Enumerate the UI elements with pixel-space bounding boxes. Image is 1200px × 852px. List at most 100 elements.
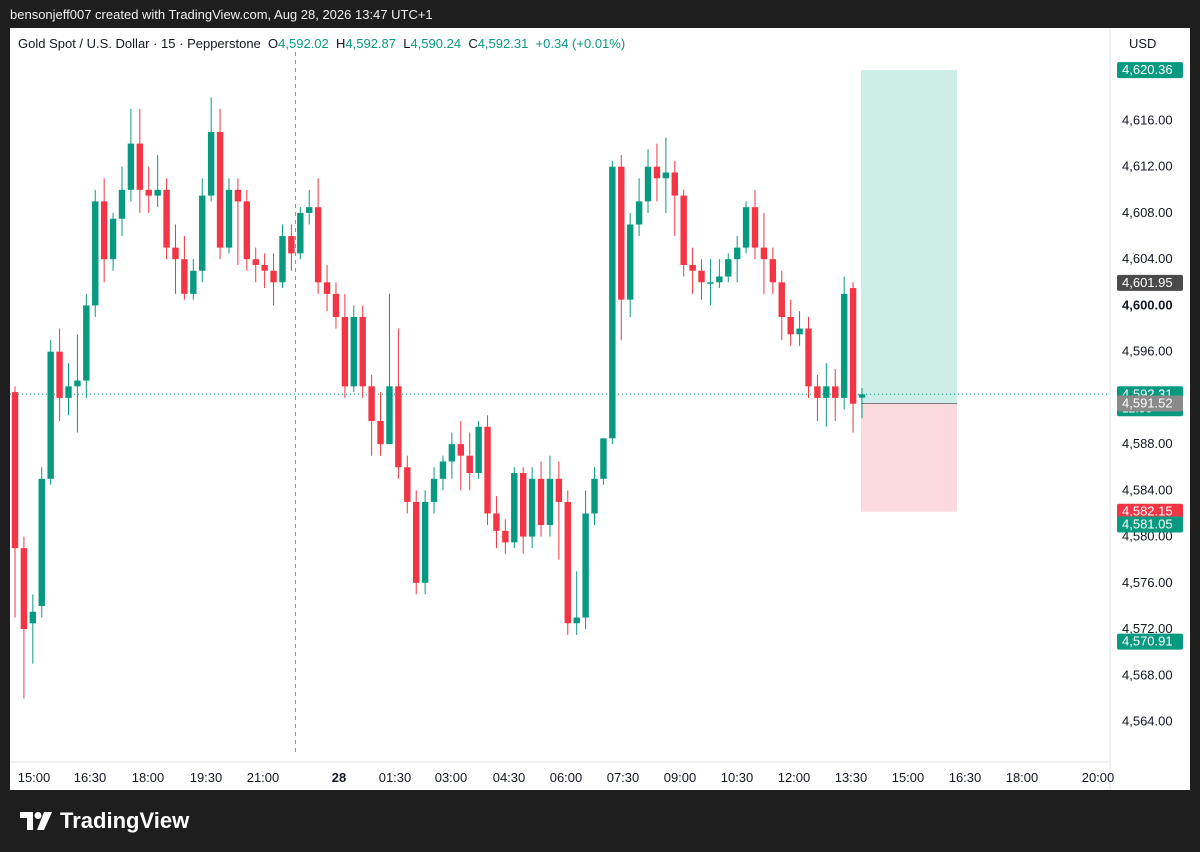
candle-body	[484, 426, 491, 514]
candle-body	[689, 264, 696, 271]
candle-body	[769, 259, 777, 283]
price-label-text: 4,570.91	[1122, 634, 1173, 649]
candle-body	[502, 530, 509, 543]
candle-body	[74, 380, 81, 387]
candle-body	[109, 218, 117, 260]
price-chart[interactable]: 4,564.004,568.004,572.004,576.004,580.00…	[10, 28, 1190, 790]
candle-body	[127, 143, 135, 190]
position-stop-zone	[861, 403, 957, 512]
price-label-box	[1117, 274, 1183, 291]
candle-body	[190, 270, 197, 294]
candle-body	[858, 394, 866, 398]
candle-body	[163, 189, 170, 248]
candle-body	[564, 501, 571, 624]
candle-body	[555, 478, 563, 502]
candle-body	[92, 201, 99, 306]
close-value: 4,592.31	[477, 36, 529, 51]
candle-body	[519, 473, 527, 537]
candle-body	[493, 513, 500, 531]
candle-body	[716, 276, 723, 283]
x-tick-label: 16:30	[949, 770, 982, 785]
price-label-box	[1117, 62, 1183, 79]
x-tick-label: 13:30	[835, 770, 868, 785]
candle-body	[573, 617, 580, 624]
x-tick-label: 01:30	[379, 770, 412, 785]
candle-body	[314, 207, 322, 283]
price-label-box	[1117, 516, 1183, 533]
candle-body	[796, 328, 803, 335]
candle-body	[172, 247, 179, 260]
candle-body	[368, 386, 375, 422]
candle-body	[698, 270, 705, 283]
candle-body	[591, 478, 598, 514]
candle-body	[582, 513, 589, 618]
candle-body	[225, 189, 233, 248]
candle-body	[707, 282, 714, 284]
candle-body	[47, 351, 54, 479]
x-tick-label: 07:30	[607, 770, 640, 785]
candle-body	[56, 351, 63, 398]
x-tick-label: 10:30	[721, 770, 754, 785]
price-label-text: 4,620.36	[1122, 62, 1173, 77]
candle-body	[778, 282, 785, 317]
x-tick-label: 21:00	[247, 770, 280, 785]
low-value: 4,590.24	[410, 36, 462, 51]
candle-body	[199, 195, 206, 271]
candle-body	[618, 166, 625, 300]
y-tick-label: 4,596.00	[1122, 344, 1173, 359]
y-tick-label: 4,588.00	[1122, 436, 1173, 451]
symbol-name: Gold Spot / U.S. Dollar · 15 · Peppersto…	[18, 36, 261, 51]
tradingview-logo-icon	[20, 812, 52, 830]
candle-body	[297, 212, 304, 254]
candle-body	[154, 189, 161, 196]
open-label: O	[268, 36, 279, 51]
tradingview-logo[interactable]: TradingView	[20, 808, 189, 834]
candle-body	[207, 132, 215, 196]
candle-body	[439, 461, 447, 479]
candle-body	[100, 201, 108, 260]
x-tick-label: 15:00	[892, 770, 925, 785]
x-tick-label: 18:00	[132, 770, 165, 785]
candle-body	[20, 548, 28, 630]
candle-body	[65, 386, 72, 398]
candle-body	[261, 264, 268, 271]
x-tick-label: 03:00	[435, 770, 468, 785]
candle-body	[118, 189, 126, 219]
candle-body	[760, 247, 768, 260]
price-label-text: 4,582.15	[1122, 504, 1173, 519]
currency-label[interactable]: USD	[1129, 36, 1157, 51]
caption-bar: bensonjeff007 created with TradingView.c…	[0, 0, 1200, 28]
candle-body	[814, 386, 821, 398]
candle-body	[11, 392, 19, 549]
price-label-box	[1117, 633, 1183, 650]
candle-body	[725, 259, 732, 277]
x-tick-label: 19:30	[190, 770, 223, 785]
candle-body	[849, 288, 857, 404]
x-tick-label: 20:00	[1082, 770, 1115, 785]
candle-body	[733, 247, 741, 260]
price-label-text: 4,581.05	[1122, 516, 1173, 531]
candle-body	[279, 236, 286, 283]
low-label: L	[403, 36, 411, 51]
candle-body	[742, 207, 750, 248]
y-tick-label: 4,608.00	[1122, 205, 1173, 220]
y-tick-label: 4,584.00	[1122, 482, 1173, 497]
symbol-legend: Gold Spot / U.S. Dollar · 15 · Peppersto…	[18, 36, 625, 51]
caption-text: bensonjeff007 created with TradingView.c…	[10, 7, 433, 22]
y-tick-label: 4,564.00	[1122, 714, 1173, 729]
open-value: 4,592.02	[278, 36, 329, 51]
candle-body	[413, 501, 420, 583]
y-tick-label: 4,600.00	[1122, 297, 1173, 312]
candle-body	[377, 421, 384, 445]
chart-panel[interactable]: 4,564.00 4,568.00 4,572.00 4,576.00 4,580.00…	[10, 28, 1190, 790]
x-tick-label: 06:00	[550, 770, 583, 785]
candle-body	[653, 166, 661, 179]
candle-body	[662, 172, 670, 179]
candle-body	[323, 282, 331, 294]
candle-body	[288, 236, 295, 254]
candle-body	[38, 478, 45, 606]
y-tick-label: 4,576.00	[1122, 575, 1173, 590]
candle-body	[600, 438, 607, 479]
candle-body	[466, 455, 473, 474]
candle-body	[252, 259, 259, 265]
